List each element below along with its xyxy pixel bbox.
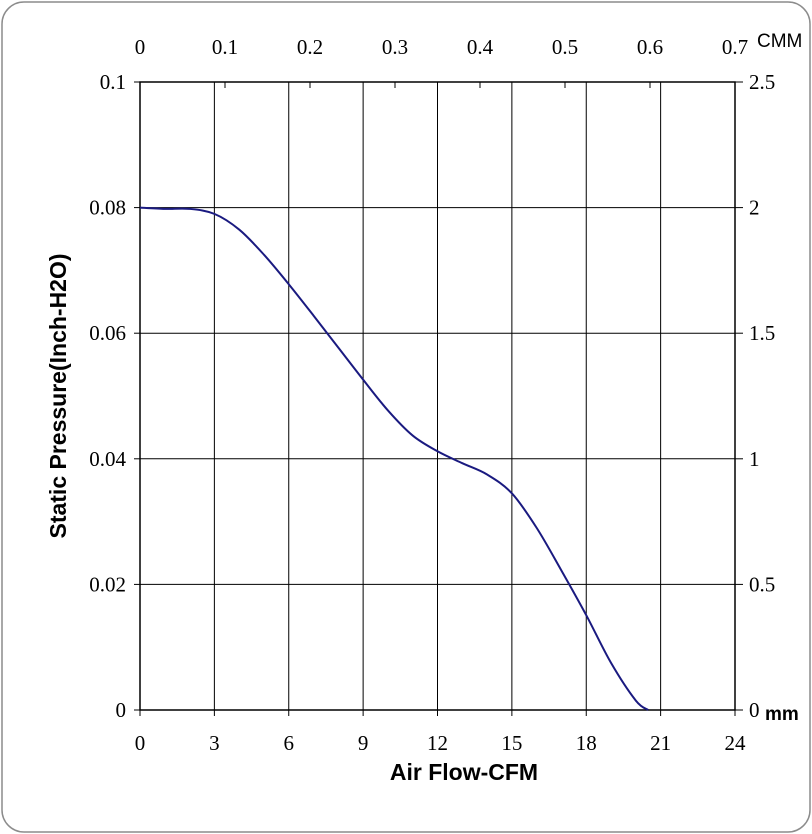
right-tick-label: 0	[749, 698, 760, 722]
right-tick-label: 0.5	[749, 572, 775, 596]
x-tick-label: 24	[725, 731, 747, 755]
x-tick-label: 21	[650, 731, 671, 755]
x-tick-label: 0	[135, 731, 146, 755]
y-axis-title: Static Pressure(Inch-H2O)	[45, 253, 71, 538]
x-tick-label: 6	[284, 731, 295, 755]
y-tick-label: 0.1	[100, 70, 126, 94]
top-tick-label: 0.4	[467, 35, 494, 59]
right-tick-label: 1.5	[749, 321, 775, 345]
y-tick-label: 0.04	[89, 447, 126, 471]
right-tick-label: 1	[749, 447, 760, 471]
x-tick-label: 12	[427, 731, 448, 755]
y-tick-label: 0.06	[89, 321, 126, 345]
series-line	[139, 206, 649, 711]
x-tick-label: 9	[358, 731, 369, 755]
y-tick-label: 0.02	[89, 572, 126, 596]
x-axis-title: Air Flow-CFM	[390, 759, 538, 785]
right-tick-label: 2.5	[749, 70, 775, 94]
y-tick-label: 0.08	[89, 196, 126, 220]
y-tick-label: 0	[116, 698, 127, 722]
right-tick-label: 2	[749, 196, 760, 220]
top-tick-label: 0.6	[637, 35, 663, 59]
top-tick-label: 0	[135, 35, 146, 59]
top-tick-label: 0.1	[212, 35, 238, 59]
top-tick-label: 0.7	[722, 35, 748, 59]
x-tick-label: 3	[209, 731, 220, 755]
top-tick-label: 0.2	[297, 35, 323, 59]
grid	[140, 82, 735, 710]
right-axis-unit: mm	[765, 704, 799, 725]
x-tick-label: 15	[501, 731, 522, 755]
top-axis-unit: CMM	[757, 31, 802, 52]
top-tick-label: 0.3	[382, 35, 408, 59]
tick-marks	[134, 81, 743, 716]
x-tick-label: 18	[576, 731, 597, 755]
top-tick-label: 0.5	[552, 35, 578, 59]
